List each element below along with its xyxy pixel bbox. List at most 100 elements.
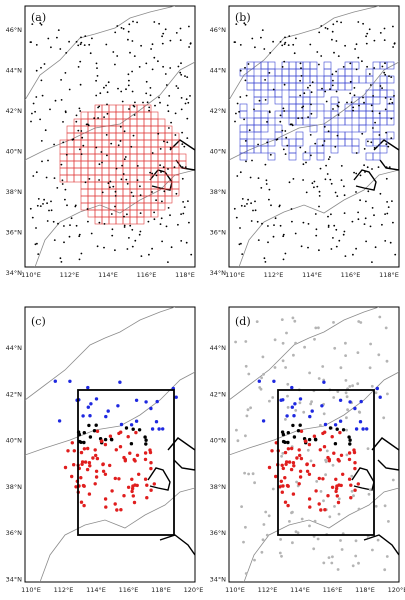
station-dot [386,212,389,215]
panel-b-border-north [229,6,380,101]
station-dot [129,224,132,227]
station-dot-other [273,338,277,342]
station-dot [307,86,309,89]
station-dot-south [292,464,296,468]
station-dot-other [371,548,374,552]
station-dot [53,239,56,242]
station-dot-south [338,430,342,435]
station-dot-other [251,472,255,476]
station-dot-middle [313,437,318,441]
station-dot [114,205,116,208]
panel-a-border-mid [25,61,195,161]
station-dot [245,160,247,163]
grid-box [316,103,325,112]
station-dot [305,161,307,164]
lat-tick-label: 38°N [6,188,23,196]
station-dot [288,181,291,184]
station-dot-south [312,434,317,438]
station-dot [307,116,309,118]
station-dot [148,109,151,112]
station-dot-north [88,414,92,418]
station-dot [98,163,101,166]
station-dot-other [309,402,313,406]
station-dot-south [283,450,288,455]
grid-box [295,82,304,91]
station-dot [337,105,340,108]
station-dot [320,55,323,57]
lat-tick-label: 34°N [210,269,227,277]
station-dot-other [322,412,326,416]
station-dot [285,136,288,139]
station-dot [44,129,47,132]
station-dot-south [286,503,290,508]
grid-box [239,152,248,161]
station-dot [70,217,73,220]
station-dot-south [85,467,90,472]
station-dot-other [345,453,349,457]
lon-tick-label: 114°E [86,586,106,594]
station-dot-other [328,515,332,519]
station-dot [324,27,327,29]
station-dot [264,261,267,263]
station-dot-middle [129,442,134,446]
lon-tick-label: 118°E [379,271,399,279]
station-dot [123,158,126,161]
station-dot-other [345,428,348,432]
station-dot [303,92,306,95]
station-dot-north [53,379,57,383]
station-dot [53,177,56,180]
station-dot [390,76,393,78]
station-dot-other [294,341,297,345]
station-dot [310,112,313,115]
station-dot-other [284,366,287,369]
station-dot [29,207,32,210]
station-dot [309,134,312,136]
station-dot [187,200,189,203]
station-dot-south [128,451,132,455]
station-dot [355,43,358,46]
station-dot [114,195,117,197]
station-dot [80,153,83,156]
station-dot [387,145,390,148]
station-dot [283,110,286,112]
station-dot-north [119,422,124,427]
station-dot [179,27,182,30]
station-dot [161,240,164,243]
station-dot [261,29,264,31]
station-dot-south [356,482,360,486]
station-dot [313,186,315,189]
station-dot [130,145,133,148]
station-dot-north [134,398,139,402]
station-dot [373,39,376,42]
station-dot-other [253,558,256,562]
station-dot [373,214,375,217]
station-dot-south [287,460,292,464]
station-dot-south [349,483,353,487]
station-dot-south [347,457,352,462]
station-dot [263,48,266,50]
station-dot [264,163,267,166]
station-dot-north [358,420,363,424]
station-dot [281,129,284,132]
station-dot [154,104,156,107]
station-dot [138,233,141,236]
station-dot [182,201,185,203]
station-dot-other [312,547,316,551]
station-dot [60,261,63,263]
station-dot [357,218,360,221]
station-dot [273,224,275,227]
station-dot [363,101,365,104]
station-dot [369,225,372,228]
station-dot [314,142,317,145]
station-dot [257,143,259,146]
station-dot-south [108,463,112,468]
station-dot-middle [143,435,147,439]
station-dot [47,159,49,162]
station-dot [284,252,287,255]
station-dot [391,101,394,104]
station-dot-north [89,402,93,406]
station-dot-other [384,326,388,330]
station-dot [236,102,239,105]
station-dot-middle [333,442,338,446]
station-dot [363,164,365,167]
